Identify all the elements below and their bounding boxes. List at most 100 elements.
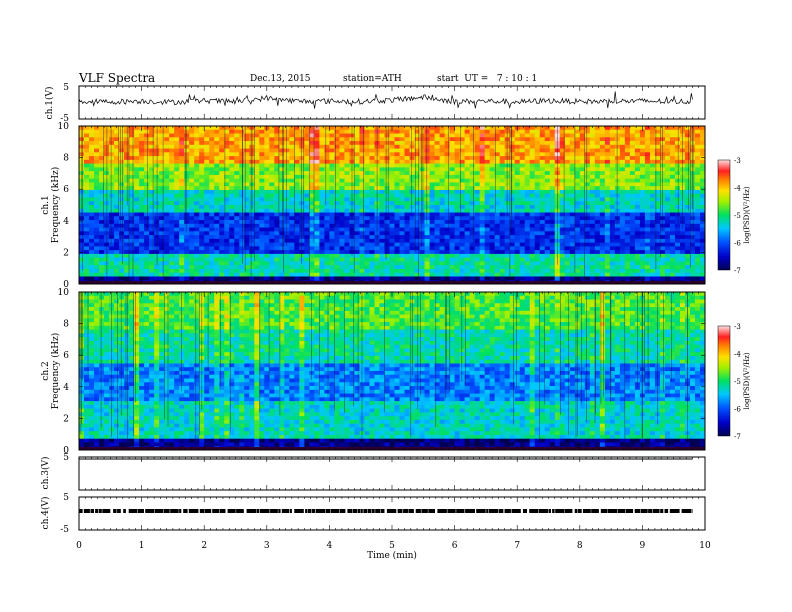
spectrogram-cell	[324, 216, 330, 221]
spectrogram-cell	[209, 178, 215, 183]
spectrogram-cell	[484, 223, 491, 228]
spectrogram-cell	[159, 268, 165, 274]
spectrogram-cell	[84, 216, 90, 221]
spectrogram-cell	[644, 171, 651, 176]
spectrogram-cell	[314, 208, 320, 213]
spectrogram-cell	[449, 182, 455, 187]
spectrogram-cell	[169, 208, 175, 213]
spectrogram-cell	[294, 152, 300, 157]
spectrogram-cell	[174, 144, 180, 149]
spectrogram-cell	[344, 212, 350, 217]
spectrogram-cell	[189, 205, 195, 210]
spectrogram-cell	[594, 227, 601, 232]
spectrogram-cell	[494, 272, 501, 277]
spectrogram-cell	[569, 167, 576, 172]
spectrogram-cell	[409, 265, 415, 270]
spectrogram-cell	[149, 174, 155, 180]
spectrogram-cell	[414, 133, 420, 138]
spectrogram-cell	[239, 178, 245, 183]
spectrogram-cell	[529, 159, 536, 165]
spectrogram-cell	[209, 159, 215, 165]
spectrogram-cell	[604, 137, 611, 142]
spectrogram-cell	[394, 272, 400, 277]
spectrogram-cell	[474, 152, 481, 157]
spectrogram-cell	[524, 129, 531, 134]
spectrogram-cell	[544, 231, 551, 236]
spectrogram-cell	[619, 205, 626, 210]
spectrogram-cell	[294, 268, 300, 274]
spectrogram-cell	[514, 141, 521, 146]
spectrogram-cell	[529, 250, 536, 255]
spectrogram-cell	[219, 250, 225, 255]
spectrogram-cell	[144, 227, 150, 232]
spectrogram-cell	[419, 227, 425, 232]
spectrogram-cell	[429, 265, 435, 270]
spectrogram-cell	[514, 257, 521, 262]
spectrogram-cell	[139, 156, 145, 161]
spectrogram-cell	[404, 261, 410, 266]
spectrogram-cell	[594, 253, 601, 259]
spectrogram-cell	[429, 227, 435, 232]
spectrogram-cell	[589, 242, 596, 247]
spectrogram-cell	[114, 137, 120, 142]
spectrogram-cell	[394, 156, 400, 161]
spectrogram-cell	[654, 163, 661, 168]
spectrogram-cell	[539, 186, 546, 191]
spectrogram-cell	[469, 246, 476, 251]
spectrogram-cell	[329, 182, 335, 187]
spectrogram-cell	[684, 133, 691, 138]
spectrogram-cell	[624, 257, 631, 262]
spectrogram-cell	[599, 186, 606, 191]
spectrogram-cell	[314, 205, 320, 210]
spectrogram-cell	[594, 201, 601, 206]
spectrogram-cell	[99, 261, 105, 266]
spectrogram-cell	[229, 220, 235, 225]
spectrogram-cell	[214, 197, 220, 202]
spectrogram-cell	[409, 137, 415, 142]
spectrogram-cell	[334, 231, 340, 236]
spectrogram-cell	[144, 156, 150, 161]
spectrogram-cell	[664, 133, 671, 138]
spectrogram-cell	[669, 227, 676, 232]
spectrogram-cell	[299, 159, 305, 165]
spectrogram-cell	[339, 156, 345, 161]
spectrogram-cell	[159, 208, 165, 213]
spectrogram-cell	[129, 231, 135, 236]
spectrogram-cell	[109, 174, 115, 180]
spectrogram-cell	[669, 201, 676, 206]
spectrogram-cell	[414, 156, 420, 161]
spectrogram-cell	[224, 193, 230, 198]
spectrogram-cell	[134, 126, 140, 131]
spectrogram-cell	[449, 144, 455, 149]
spectrogram-cell	[124, 152, 130, 157]
spectrogram-cell	[489, 223, 496, 228]
spectrogram-cell	[304, 223, 310, 228]
spectrogram-cell	[334, 156, 340, 161]
spectrogram-cell	[514, 201, 521, 206]
spectrogram-cell	[354, 174, 360, 180]
spectrogram-cell	[204, 178, 210, 183]
spectrogram-cell	[609, 197, 616, 202]
spectrogram-cell	[499, 235, 506, 240]
spectrogram-cell	[99, 238, 105, 244]
spectrogram-cell	[89, 272, 95, 277]
spectrogram-cell	[644, 212, 651, 217]
spectrogram-cell	[674, 189, 681, 195]
spectrogram-cell	[264, 212, 270, 217]
spectrogram-cell	[149, 216, 155, 221]
spectrogram-cell	[189, 223, 195, 228]
spectrogram-cell	[569, 250, 576, 255]
spectrogram-cell	[144, 231, 150, 236]
spectrogram-cell	[684, 265, 691, 270]
spectrogram-cell	[624, 133, 631, 138]
spectrogram-cell	[329, 159, 335, 165]
spectrogram-cell	[624, 220, 631, 225]
spectrogram-cell	[334, 133, 340, 138]
spectrogram-cell	[199, 261, 205, 266]
spectrogram-cell	[244, 144, 250, 149]
spectrogram-cell	[364, 235, 370, 240]
spectrogram-cell	[254, 265, 260, 270]
spectrogram-cell	[339, 174, 345, 180]
spectrogram-cell	[144, 178, 150, 183]
spectrogram-cell	[124, 235, 130, 240]
